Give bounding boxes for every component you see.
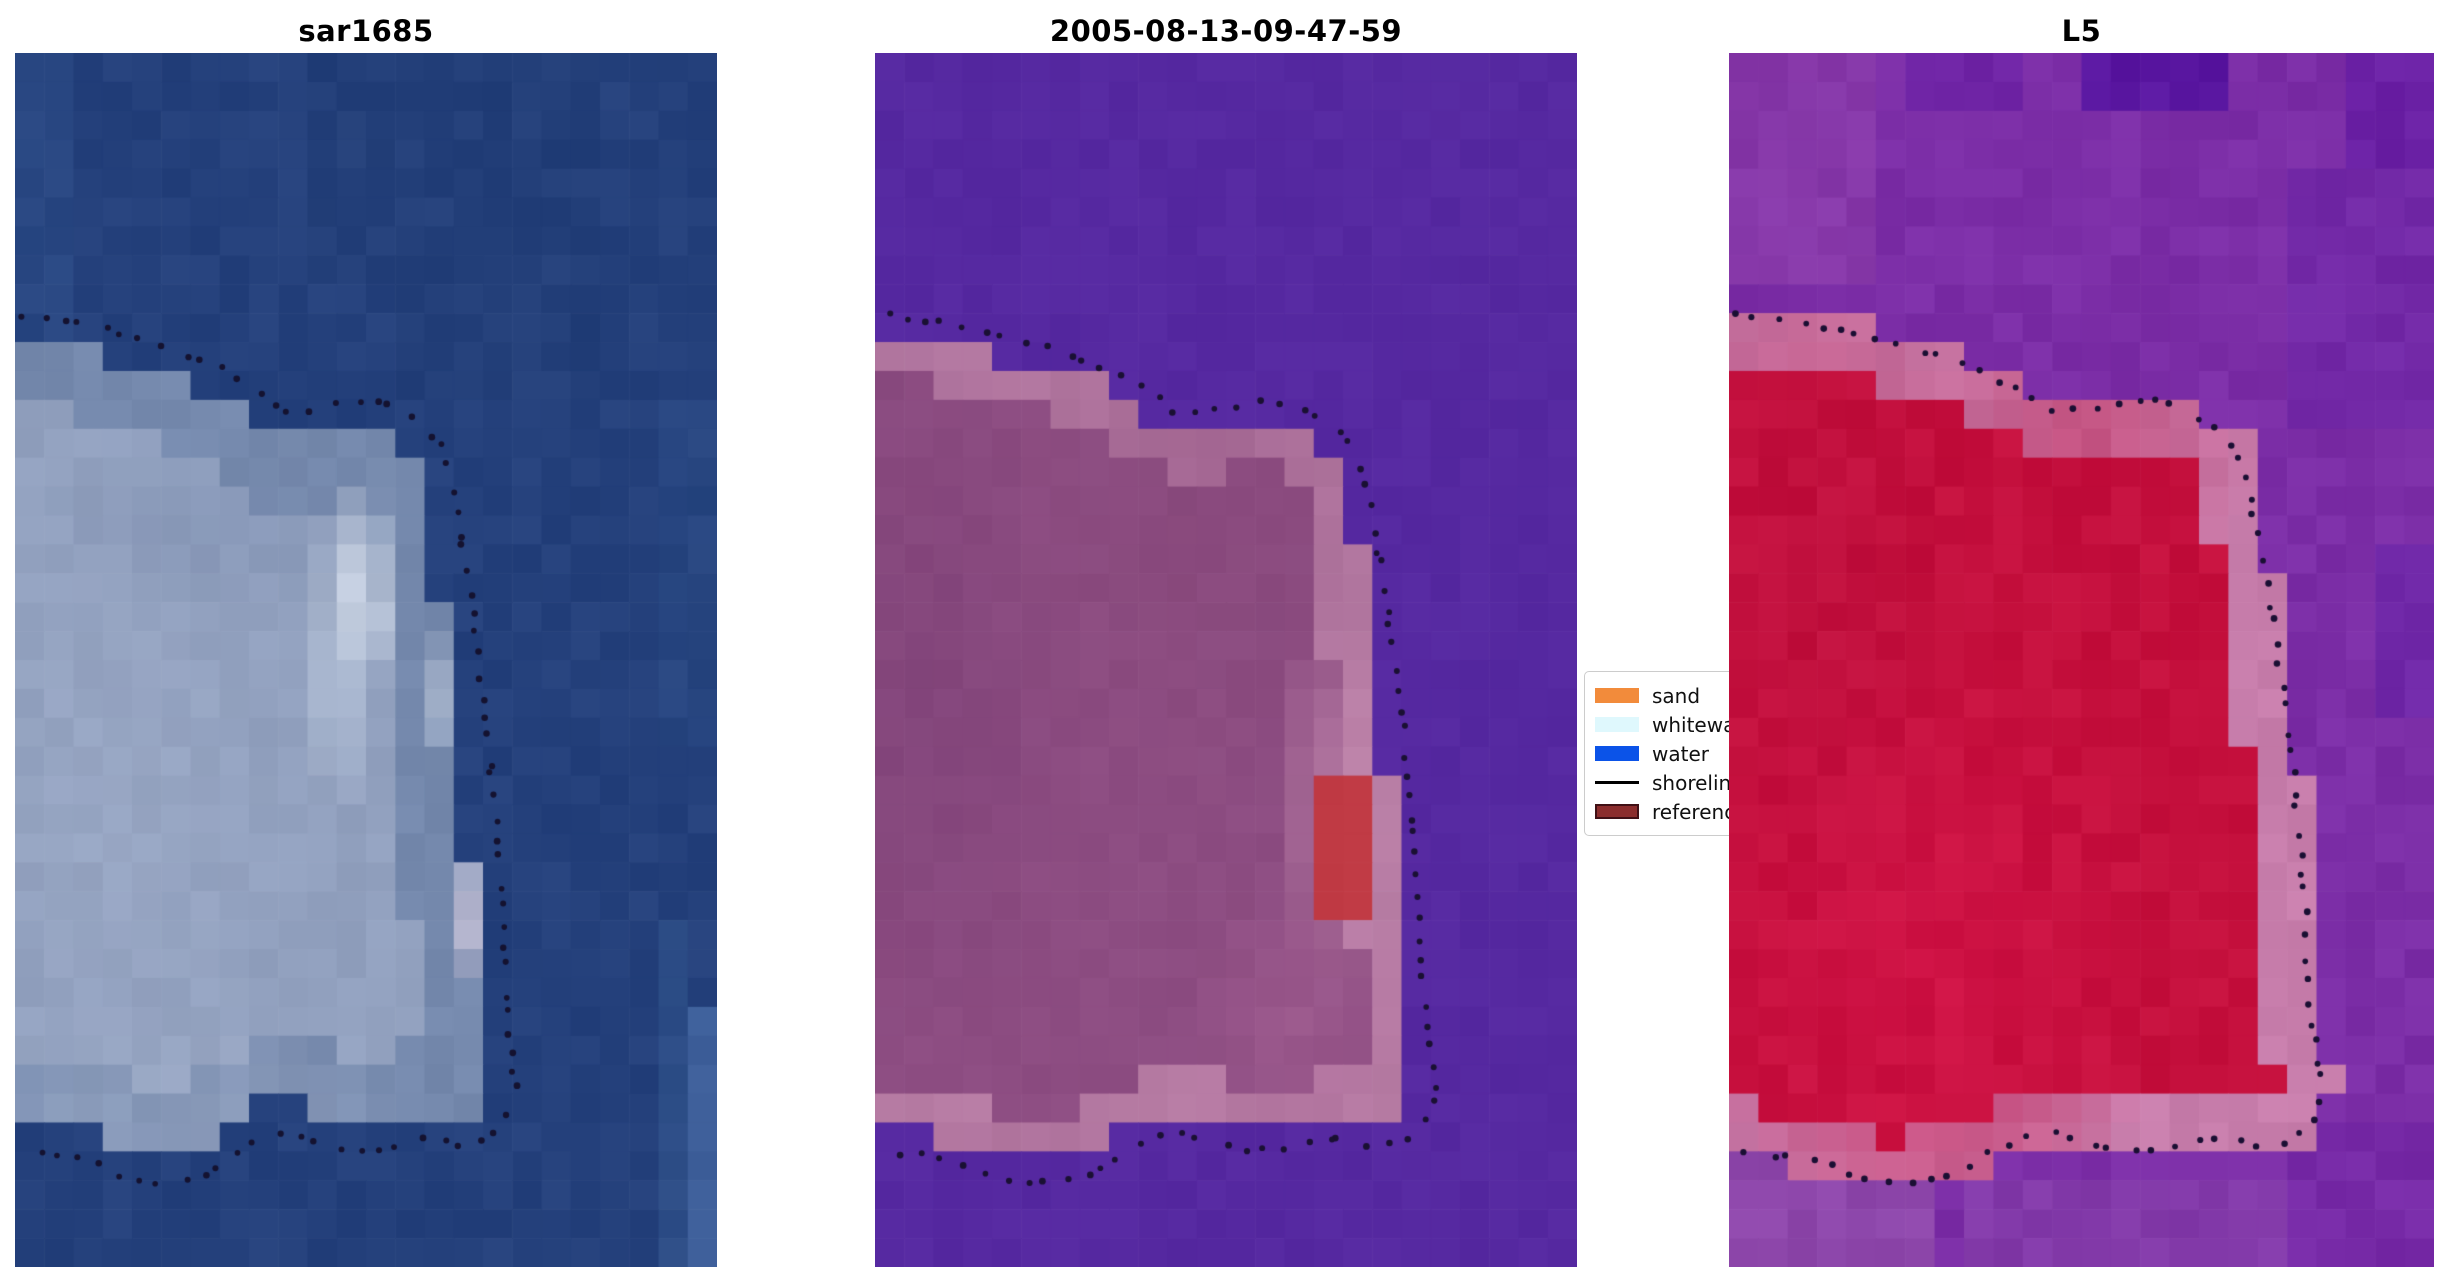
shoreline-line-icon bbox=[1595, 781, 1639, 784]
panel-title-l5: L5 bbox=[2061, 13, 2102, 48]
panel-l5: L5 bbox=[1729, 8, 2434, 1267]
whitewater-color-swatch bbox=[1595, 717, 1639, 732]
sar1685-satellite-image bbox=[15, 53, 717, 1267]
legend-label: sand bbox=[1652, 683, 1701, 708]
panel-sar1685: sar1685 bbox=[15, 8, 717, 1267]
legend-label: water bbox=[1652, 741, 1709, 766]
water-color-swatch bbox=[1595, 746, 1639, 761]
classified-image bbox=[875, 53, 1577, 1267]
legend-item-sand: sand bbox=[1595, 681, 1763, 710]
panel-title-sar1685: sar1685 bbox=[298, 13, 434, 48]
legend-item-shoreline: shoreline bbox=[1595, 768, 1763, 797]
legend-label: shoreline bbox=[1652, 770, 1744, 795]
panel-classified-2005-08-13: 2005-08-13-09-47-59 bbox=[875, 8, 1577, 1267]
reference-color-swatch bbox=[1595, 804, 1639, 819]
l5-satellite-image bbox=[1729, 53, 2434, 1267]
sand-color-swatch bbox=[1595, 688, 1639, 703]
panel-title-classified: 2005-08-13-09-47-59 bbox=[1049, 13, 1403, 48]
legend-item-water: water bbox=[1595, 739, 1763, 768]
